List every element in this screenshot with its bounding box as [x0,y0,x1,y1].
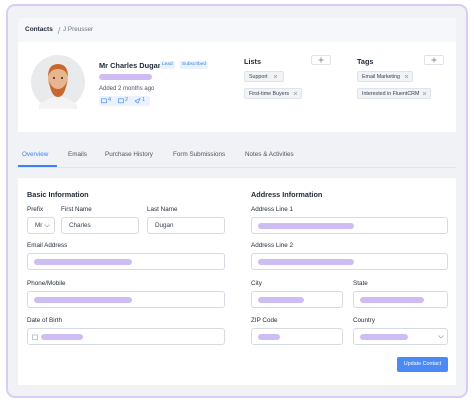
plus-icon [318,57,324,63]
text-input[interactable] [251,217,448,234]
breadcrumb-bar [18,18,456,42]
field-label: City [251,280,262,287]
contact-name: Mr Charles Dugan [99,61,163,70]
field-label: Phone/Mobile [27,280,66,287]
text-input[interactable] [251,291,343,308]
section-title: Basic Information [27,190,89,199]
redacted-email [99,74,152,80]
stats-pill [99,96,150,106]
text-input[interactable] [353,291,448,308]
subscription-badge[interactable]: Subscribed [180,61,208,69]
field-label: Country [353,317,376,324]
field-label: Date of Birth [27,317,62,324]
status-badge[interactable]: Lead [160,61,175,69]
breadcrumb-root[interactable]: Contacts [25,26,53,33]
redacted-value [258,297,304,303]
tag-chip[interactable]: Email Marketing [357,71,413,82]
redacted-value [258,259,354,265]
tag-chip[interactable]: Interested in FluentCRM [357,88,431,99]
field-value: Charles [69,222,91,229]
field-label: Email Address [27,242,68,249]
added-date: Added 2 months ago [99,86,155,92]
tabs-divider [18,167,456,168]
tab-active[interactable]: Overview [22,151,49,158]
breadcrumb-separator [57,26,61,35]
text-input[interactable] [27,291,225,308]
field-label: First Name [61,206,92,213]
plus-icon [431,57,437,63]
redacted-value [360,334,408,340]
stat-clicks: 1 [142,97,146,103]
tab[interactable]: Emails [68,151,87,158]
stat-campaigns: 2 [125,97,129,103]
list-chip[interactable]: First-time Buyers [244,88,302,99]
text-input[interactable] [251,328,343,345]
field-value: Dugan [155,222,174,229]
avatar [31,55,85,109]
remove-icon[interactable] [404,74,409,79]
tab[interactable]: Notes & Activities [245,151,294,158]
profile-card [18,42,456,132]
update-button[interactable]: Update Contact [397,357,448,372]
country-select[interactable] [353,328,448,345]
section-title: Address Information [251,190,323,199]
stats-icons [101,98,141,104]
field-label: Last Name [147,206,178,213]
text-input[interactable] [27,253,225,270]
tab-underline [18,165,57,167]
date-input[interactable] [27,328,225,345]
redacted-value [41,334,83,340]
redacted-value [360,297,424,303]
stat-emails: 4 [108,97,112,103]
remove-icon[interactable] [293,91,298,96]
prefix-select[interactable]: Mr [27,217,55,234]
text-input[interactable]: Charles [61,217,139,234]
tab[interactable]: Form Submissions [173,151,226,158]
redacted-value [34,297,132,303]
tab[interactable]: Purchase History [105,151,153,158]
chevron [438,335,444,339]
redacted-value [258,223,354,229]
breadcrumb-current: J Preusser [63,26,94,33]
text-input[interactable] [251,253,448,270]
field-label: Prefix [27,206,44,213]
field-label: State [353,280,368,287]
remove-icon[interactable] [273,74,278,79]
chevron [44,224,50,228]
redacted-value [34,259,132,265]
field-label: ZIP Code [251,317,278,324]
field-label: Address Line 1 [251,206,294,213]
lists-title: Lists [244,57,262,66]
calendar-icon [32,334,38,340]
field-value: Mr [35,222,43,229]
form-card [18,178,456,385]
field-label: Address Line 2 [251,242,294,249]
text-input[interactable]: Dugan [147,217,225,234]
redacted-value [258,334,280,340]
tags-title: Tags [357,57,374,66]
remove-icon[interactable] [422,91,427,96]
list-chip[interactable]: Support [244,71,284,82]
